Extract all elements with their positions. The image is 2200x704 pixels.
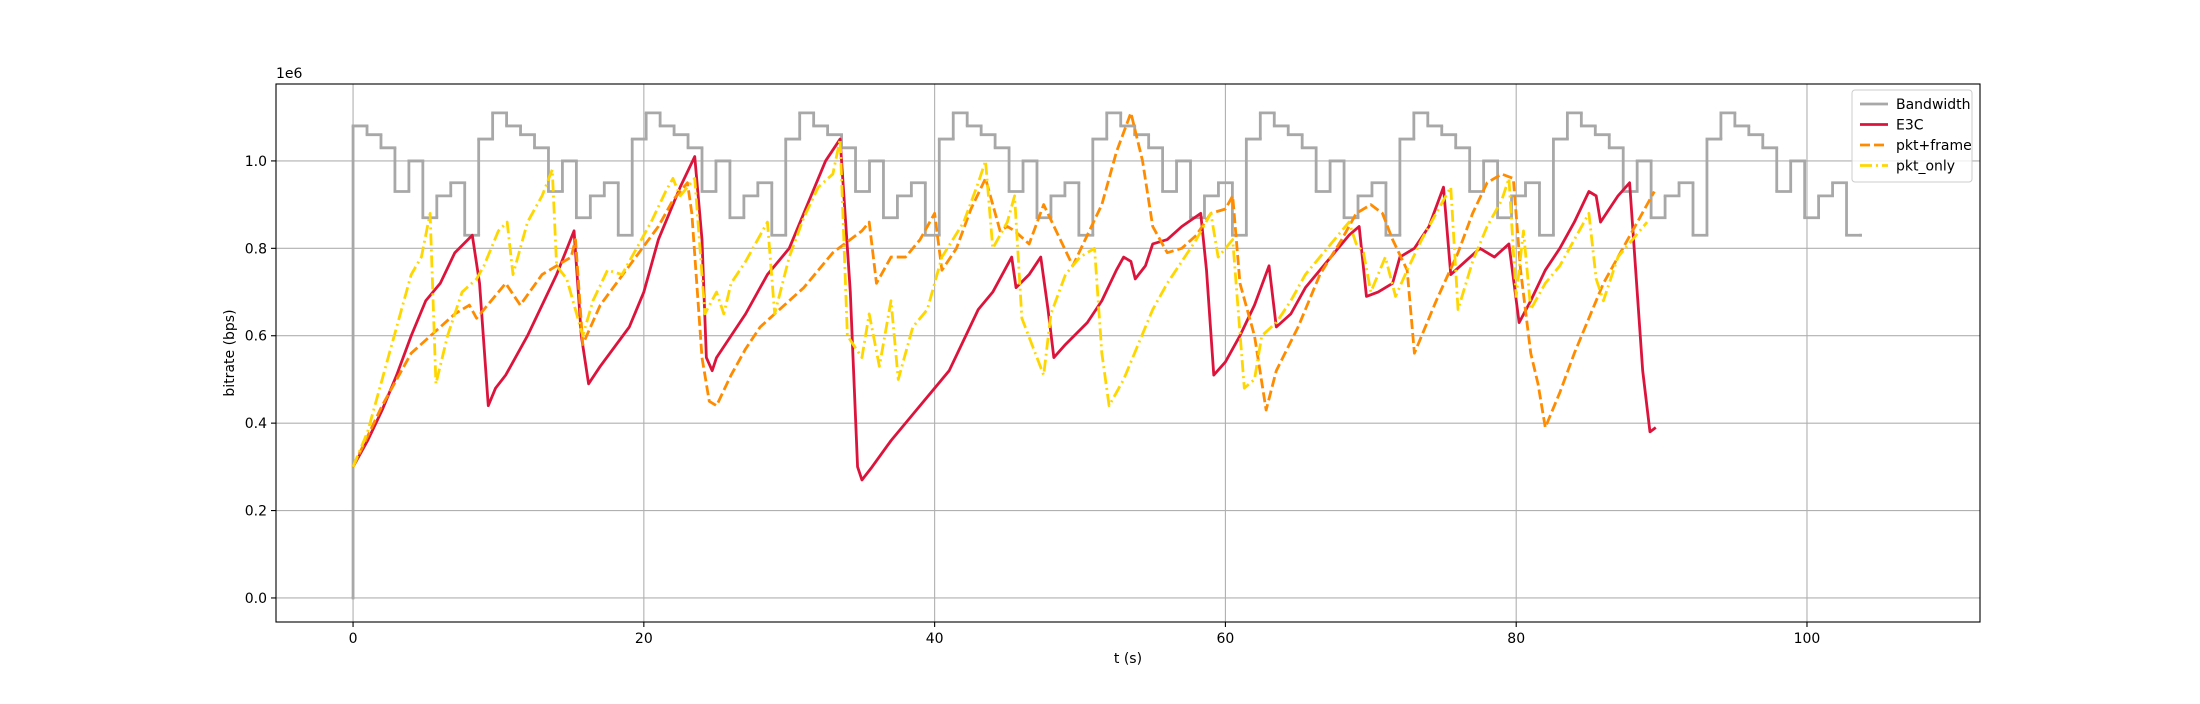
legend-label: Bandwidth: [1896, 97, 1971, 113]
x-tick-label: 20: [635, 631, 653, 647]
legend-box: [1851, 89, 1973, 183]
legend-label: E3C: [1896, 118, 1924, 134]
x-tick-label: 0: [349, 631, 358, 647]
y-offset-label: 1e6: [276, 66, 303, 82]
y-tick-label: 0.0: [245, 591, 267, 607]
x-tick-label: 60: [1216, 631, 1234, 647]
y-tick-label: 0.8: [245, 241, 267, 257]
step-line: [351, 111, 1862, 600]
y-tick-label: 0.6: [245, 329, 267, 345]
y-axis-label: bitrate (bps): [222, 309, 238, 396]
plot-area: [351, 111, 1862, 600]
legend-label: pkt+frame: [1896, 138, 1972, 154]
x-tick-label: 100: [1794, 631, 1821, 647]
y-tick-label: 0.4: [245, 416, 267, 432]
x-tick-label: 80: [1507, 631, 1525, 647]
y-tick-label: 1.0: [245, 154, 267, 170]
legend: Bandwidth E3C pkt+frame pkt_only: [1851, 89, 1973, 183]
series-line: [351, 137, 1649, 468]
axes-frame: [275, 83, 1981, 623]
series-line: [351, 111, 1656, 468]
x-tick-label: 40: [926, 631, 944, 647]
y-tick-label: 0.2: [245, 504, 267, 520]
legend-label: pkt_only: [1896, 159, 1955, 175]
x-axis-label: t (s): [1114, 651, 1142, 667]
